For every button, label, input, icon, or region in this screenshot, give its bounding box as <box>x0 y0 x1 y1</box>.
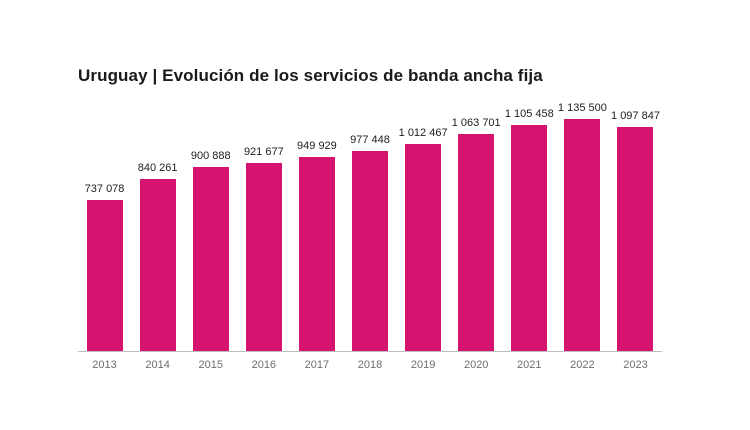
x-axis-tick-label: 2022 <box>570 359 595 371</box>
bar-value-label: 1 012 467 <box>398 127 448 139</box>
x-axis-tick-label: 2023 <box>623 359 648 371</box>
bar-column: 840 261 <box>131 162 184 351</box>
x-axis-line <box>78 351 662 352</box>
x-axis-tick-label: 2014 <box>145 359 170 371</box>
bar-column: 921 677 <box>237 146 290 351</box>
bar <box>511 125 548 351</box>
x-axis-tick-label: 2021 <box>517 359 542 371</box>
bar-column: 737 078 <box>78 183 131 351</box>
bar-value-label: 921 677 <box>243 146 284 158</box>
bar-value-label: 1 135 500 <box>557 102 607 114</box>
bar-value-label: 1 097 847 <box>611 110 660 122</box>
bar-value-label: 900 888 <box>190 150 231 162</box>
bar-column: 900 888 <box>184 150 237 351</box>
bar-column: 1 063 701 <box>450 117 503 351</box>
bar <box>86 200 123 351</box>
x-axis-tick-label: 2019 <box>410 359 436 371</box>
bar-column: 949 929 <box>290 140 343 351</box>
plot-area: 737 078 840 261 900 888 921 677 949 929 977 4… <box>78 100 662 351</box>
bar-value-label: 1 105 458 <box>504 108 554 120</box>
bar <box>352 151 389 351</box>
bar-column: 977 448 <box>343 134 396 351</box>
bar-column: 1 135 500 <box>556 102 609 351</box>
bar-column: 1 105 458 <box>503 108 556 351</box>
bar-column: 1 012 467 <box>397 127 450 351</box>
x-axis-tick-row: 2013 2014 2015 2016 2017 2018 2019 2020 2021 2022… <box>78 359 662 371</box>
bar <box>192 167 229 351</box>
bar-value-label: 977 448 <box>350 134 390 146</box>
bar <box>564 119 601 351</box>
bar <box>405 144 442 351</box>
bar-value-label: 840 261 <box>137 162 178 174</box>
bar-column: 1 097 847 <box>609 110 662 351</box>
bar-value-label: 737 078 <box>84 183 125 195</box>
bar <box>617 127 654 351</box>
bar <box>298 157 335 351</box>
bar <box>245 163 282 351</box>
bar-value-label: 1 063 701 <box>451 117 501 129</box>
x-axis-tick-label: 2015 <box>198 359 223 371</box>
bar <box>458 134 495 351</box>
x-axis-tick-label: 2018 <box>357 359 383 371</box>
x-axis-tick-label: 2020 <box>463 359 489 371</box>
x-axis-tick-label: 2017 <box>304 359 330 371</box>
x-axis-tick-label: 2013 <box>92 359 117 371</box>
chart-title: Uruguay | Evolución de los servicios de … <box>78 66 543 85</box>
bar-chart: 737 078 840 261 900 888 921 677 949 929 977 4… <box>78 100 662 371</box>
bar <box>139 179 176 351</box>
x-axis-tick-label: 2016 <box>251 359 277 371</box>
bar-value-label: 949 929 <box>297 140 337 152</box>
